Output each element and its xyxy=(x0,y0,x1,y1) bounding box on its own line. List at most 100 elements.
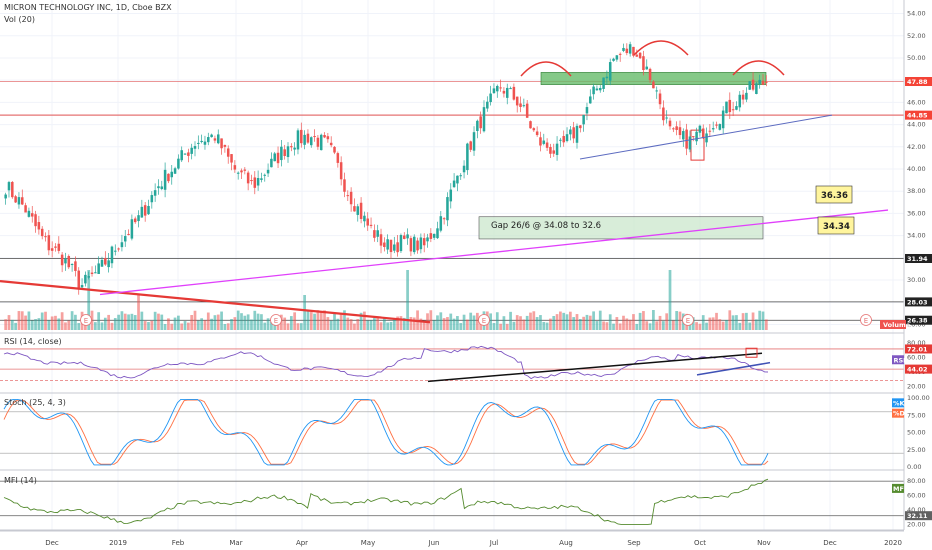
candle-body xyxy=(210,134,213,138)
volume-bar xyxy=(751,312,755,330)
volume-bar xyxy=(266,318,270,330)
candle-body xyxy=(243,169,247,171)
stoch-d-badge-text: %D xyxy=(893,410,906,418)
volume-bar xyxy=(495,312,499,330)
candle-body xyxy=(725,101,728,114)
x-tick-label: Jun xyxy=(428,539,440,547)
volume-bar xyxy=(545,322,549,330)
rsi-level-badge-text: 72.01 xyxy=(907,345,928,353)
volume-bar xyxy=(306,310,310,330)
candle-body xyxy=(246,172,250,184)
candle-body xyxy=(459,175,462,177)
rsi-title: RSI (14, close) xyxy=(4,337,62,346)
volume-bar xyxy=(705,322,708,330)
candle-body xyxy=(280,146,283,161)
price-badge-text: 26.38 xyxy=(907,317,928,325)
volume-bar xyxy=(319,312,323,330)
volume-bar xyxy=(432,320,436,330)
candle-body xyxy=(572,127,575,139)
volume-bar xyxy=(44,311,47,330)
volume-bar xyxy=(167,318,170,330)
volume-bar xyxy=(628,319,632,330)
x-tick-label: Mar xyxy=(229,539,242,547)
candle-body xyxy=(499,87,502,89)
volume-bar xyxy=(489,313,492,330)
volume-bar xyxy=(34,319,37,330)
volume-bar xyxy=(622,315,625,330)
volume-bar xyxy=(163,323,167,330)
stoch-title: Stoch (25, 4, 3) xyxy=(4,398,66,407)
volume-indicator-title: Vol (20) xyxy=(4,15,35,24)
candle-body xyxy=(110,246,114,264)
volume-bar xyxy=(711,317,715,330)
candle-body xyxy=(675,126,678,130)
candle-body xyxy=(529,121,532,129)
volume-bar xyxy=(592,311,595,330)
volume-bar xyxy=(180,323,184,330)
volume-bar xyxy=(186,322,190,330)
volume-bar xyxy=(353,323,356,330)
volume-bar xyxy=(459,323,463,330)
candle-body xyxy=(505,87,509,98)
volume-bar xyxy=(499,323,502,330)
volume-bar xyxy=(406,270,409,330)
candle-body xyxy=(701,128,705,139)
volume-tag-text: Volume xyxy=(883,321,911,329)
volume-bar xyxy=(130,313,134,330)
rsi-level-badge-text: 44.02 xyxy=(907,366,928,374)
volume-bar xyxy=(638,312,642,330)
price-tick-label: 50.00 xyxy=(907,54,926,62)
volume-bar xyxy=(755,319,758,330)
volume-bar xyxy=(100,322,104,330)
volume-bar xyxy=(27,311,31,330)
right-shoulder-arc xyxy=(732,60,785,76)
volume-bar xyxy=(691,317,695,330)
volume-bar xyxy=(509,311,512,330)
candle-body xyxy=(114,250,117,252)
volume-bar xyxy=(37,318,41,330)
candle-body xyxy=(236,172,240,174)
candle-body xyxy=(263,174,267,176)
price-badge-bg xyxy=(905,315,932,325)
volume-bar xyxy=(532,311,536,330)
candle-body xyxy=(260,178,263,180)
candle-body xyxy=(429,233,433,239)
volume-bar xyxy=(203,320,207,330)
candle-body xyxy=(688,136,692,150)
volume-bar xyxy=(741,313,745,330)
candle-body xyxy=(748,81,751,90)
volume-bar xyxy=(359,312,363,330)
stoch-tick-label: 75.00 xyxy=(907,411,926,419)
volume-tag: Volume xyxy=(880,320,911,329)
mfi-tick-label: 20.00 xyxy=(907,520,926,528)
price-candles xyxy=(4,41,768,295)
volume-bar xyxy=(113,318,117,330)
chart-title: MICRON TECHNOLOGY INC, 1D, Cboe BZX xyxy=(4,3,172,12)
volume-bar xyxy=(30,320,34,330)
candle-body xyxy=(160,186,164,190)
candle-body xyxy=(432,233,436,238)
earnings-marker-letter: E xyxy=(686,317,690,325)
volume-bar xyxy=(505,323,509,330)
volume-bar xyxy=(17,311,21,330)
trend-lines xyxy=(0,114,889,324)
volume-bar xyxy=(382,317,386,330)
volume-bar xyxy=(150,320,154,330)
stoch-d-line xyxy=(3,399,769,465)
candle-body xyxy=(67,256,71,268)
volume-bar xyxy=(449,313,453,330)
volume-bar xyxy=(572,317,576,330)
volume-bar xyxy=(70,311,74,330)
volume-bar xyxy=(439,312,443,330)
volume-bar xyxy=(173,317,177,330)
candle-body xyxy=(127,233,130,235)
volume-bar xyxy=(107,314,110,330)
volume-bar xyxy=(363,311,366,330)
candle-body xyxy=(90,272,94,275)
candle-body xyxy=(333,146,336,153)
candle-body xyxy=(755,83,758,95)
axis-background xyxy=(904,0,932,550)
volume-bar xyxy=(582,316,586,330)
candle-body xyxy=(253,177,257,188)
